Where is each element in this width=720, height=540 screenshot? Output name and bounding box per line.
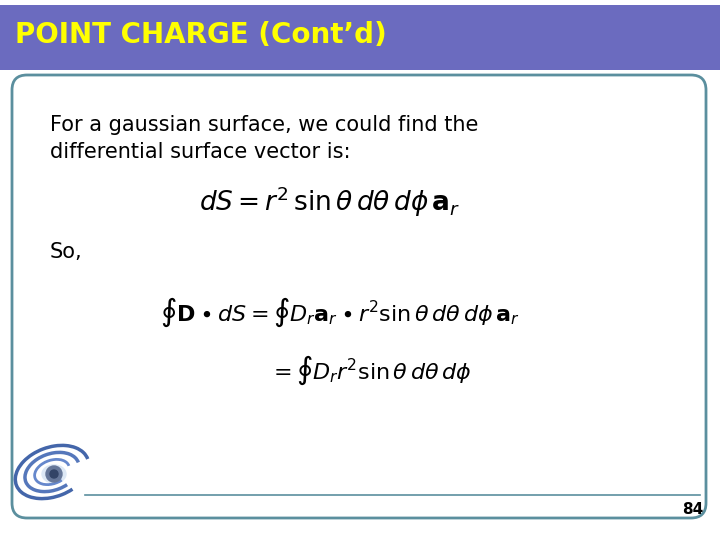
Text: $=\oint D_r r^2\sin\theta\,d\theta\,d\phi$: $=\oint D_r r^2\sin\theta\,d\theta\,d\ph… — [269, 353, 472, 387]
Ellipse shape — [42, 465, 66, 483]
Text: differential surface vector is:: differential surface vector is: — [50, 142, 351, 162]
Text: $d\mathit{S} = r^2\,\sin\theta\,d\theta\,d\phi\,\mathbf{a}_r$: $d\mathit{S} = r^2\,\sin\theta\,d\theta\… — [199, 185, 461, 219]
Text: $\oint\mathbf{D}\bullet d\mathit{S}=\oint D_r\mathbf{a}_r\bullet r^2\sin\theta\,: $\oint\mathbf{D}\bullet d\mathit{S}=\oin… — [160, 295, 520, 329]
Circle shape — [50, 470, 58, 478]
Text: 84: 84 — [682, 503, 703, 517]
Bar — [0, 0, 720, 70]
Text: For a gaussian surface, we could find the: For a gaussian surface, we could find th… — [50, 115, 478, 135]
Text: So,: So, — [50, 242, 83, 262]
Bar — [0, 0, 720, 5]
Circle shape — [46, 466, 62, 482]
Text: POINT CHARGE (Cont’d): POINT CHARGE (Cont’d) — [15, 21, 387, 49]
FancyBboxPatch shape — [12, 75, 706, 518]
